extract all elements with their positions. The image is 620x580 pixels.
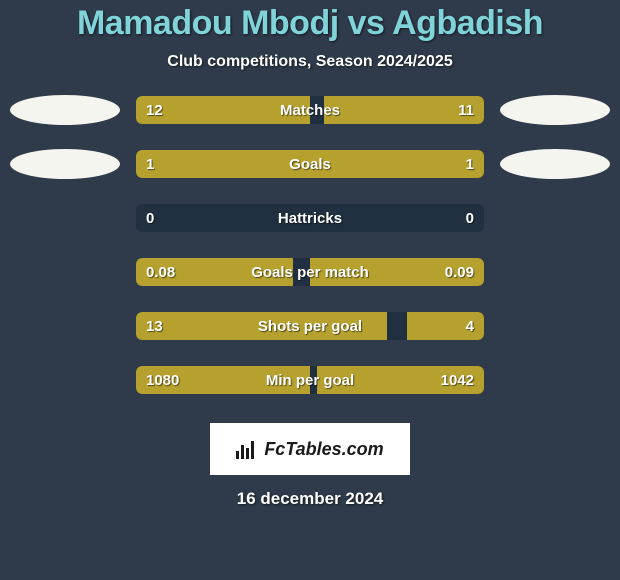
stat-value-right: 0 bbox=[466, 204, 474, 232]
stat-bar-track: 1211Matches bbox=[136, 96, 484, 124]
stat-value-left: 0 bbox=[146, 204, 154, 232]
player-left-marker bbox=[10, 95, 120, 125]
date-label: 16 december 2024 bbox=[237, 489, 384, 509]
spacer bbox=[10, 365, 120, 395]
spacer bbox=[500, 365, 610, 395]
spacer bbox=[10, 311, 120, 341]
stat-row: 10801042Min per goal bbox=[10, 365, 610, 395]
stat-bar-track: 0 0Hattricks bbox=[136, 204, 484, 232]
stat-bar-track: 11Goals bbox=[136, 150, 484, 178]
stat-bar-track: 0.080.09Goals per match bbox=[136, 258, 484, 286]
stat-bar-fill-left bbox=[136, 150, 310, 178]
brand-badge: FcTables.com bbox=[210, 423, 410, 475]
player-right-marker bbox=[500, 149, 610, 179]
stat-row: 134Shots per goal bbox=[10, 311, 610, 341]
spacer bbox=[10, 257, 120, 287]
spacer bbox=[500, 203, 610, 233]
stat-bar-fill-right bbox=[407, 312, 484, 340]
rows-container: 1211Matches 11Goals 0 0Hattricks 0.080.09Goa… bbox=[10, 95, 610, 419]
stat-label: Hattricks bbox=[136, 204, 484, 232]
spacer bbox=[500, 257, 610, 287]
page-subtitle: Club competitions, Season 2024/2025 bbox=[167, 53, 452, 71]
stat-bar-fill-right bbox=[324, 96, 484, 124]
stat-bar-track: 10801042Min per goal bbox=[136, 366, 484, 394]
stat-bar-track: 134Shots per goal bbox=[136, 312, 484, 340]
comparison-panel: Mamadou Mbodj vs Agbadish Club competiti… bbox=[0, 0, 620, 509]
stat-row: 1211Matches bbox=[10, 95, 610, 125]
player-left-marker bbox=[10, 149, 120, 179]
stat-bar-fill-right bbox=[310, 258, 484, 286]
brand-label: FcTables.com bbox=[264, 439, 383, 460]
stat-row: 0.080.09Goals per match bbox=[10, 257, 610, 287]
stat-bar-fill-left bbox=[136, 366, 310, 394]
stat-bar-fill-left bbox=[136, 258, 293, 286]
stat-bar-fill-left bbox=[136, 312, 387, 340]
stat-row: 0 0Hattricks bbox=[10, 203, 610, 233]
spacer bbox=[500, 311, 610, 341]
spacer bbox=[10, 203, 120, 233]
stat-bar-fill-right bbox=[310, 150, 484, 178]
stat-row: 11Goals bbox=[10, 149, 610, 179]
page-title: Mamadou Mbodj vs Agbadish bbox=[77, 4, 543, 43]
player-right-marker bbox=[500, 95, 610, 125]
stat-bar-fill-right bbox=[317, 366, 484, 394]
bars-icon bbox=[236, 439, 258, 459]
stat-bar-fill-left bbox=[136, 96, 310, 124]
